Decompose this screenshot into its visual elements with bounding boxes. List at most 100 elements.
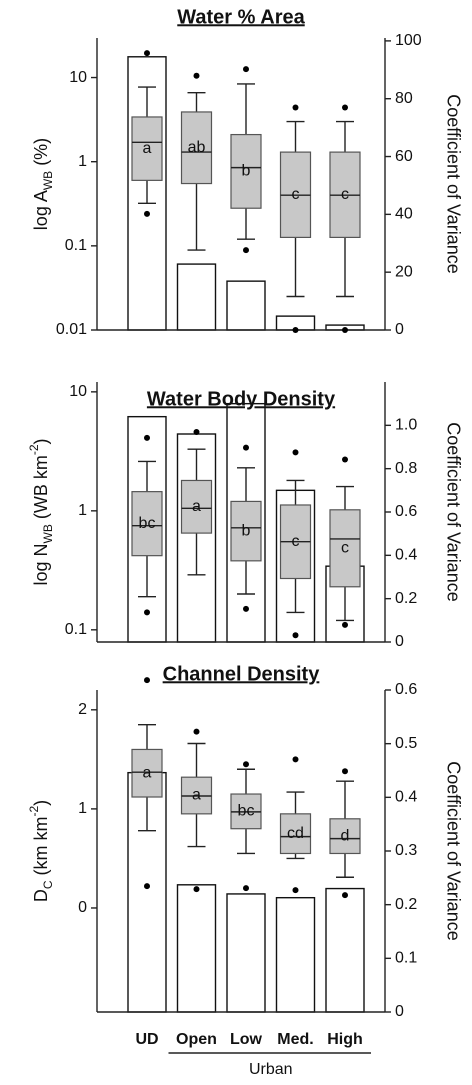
y2-tick-label: 0.4 (395, 547, 417, 564)
outlier (243, 605, 249, 612)
outlier (243, 247, 249, 254)
y2-axis-label: Coefficient of Variance (443, 94, 463, 273)
box-label: a (143, 764, 152, 781)
y-axis-label-part: (km km (31, 817, 51, 881)
box (329, 818, 361, 855)
y2-tick-label: 0.6 (395, 503, 417, 520)
outlier (292, 449, 299, 456)
outlier (144, 210, 150, 217)
y-axis-label: DC (km km-2) (27, 800, 55, 902)
box-label: a (192, 787, 201, 804)
y2-tick-label: 0.4 (395, 789, 417, 806)
outlier (144, 50, 150, 57)
y-axis-label-part: -2 (27, 444, 41, 455)
panel-title: Water % Area (177, 6, 305, 28)
y2-tick-label: 0 (395, 321, 404, 338)
y-axis-label-part: C (41, 880, 55, 889)
y2-tick-label: 20 (395, 263, 413, 280)
outlier (243, 885, 249, 892)
y-axis-label-part: (WB km (31, 455, 51, 524)
group-label: Urban (249, 1061, 293, 1078)
box-label: c (292, 533, 300, 550)
outlier (144, 677, 150, 684)
box-label: bc (139, 515, 156, 532)
y2-tick-label: 1.0 (395, 417, 417, 434)
y2-tick-label: 100 (395, 32, 422, 49)
outlier (342, 456, 348, 463)
y-tick-label: 1 (78, 502, 87, 519)
outlier (292, 104, 299, 111)
y2-tick-label: 40 (395, 206, 413, 223)
bar (176, 263, 217, 331)
y2-tick-label: 0.2 (395, 896, 417, 913)
y-axis-label-part: log A (31, 190, 51, 230)
y-axis-label-part: WB (41, 524, 55, 543)
box-label: b (242, 522, 251, 539)
y2-tick-label: 60 (395, 148, 413, 165)
box (180, 111, 213, 185)
outlier (243, 761, 249, 768)
box (230, 133, 262, 209)
box (230, 500, 262, 562)
bar (275, 896, 316, 1013)
outlier (193, 728, 200, 735)
y-tick-label: 10 (69, 383, 87, 400)
y-axis-label-part: -2 (27, 806, 41, 817)
y2-tick-label: 0 (395, 1003, 404, 1020)
y-tick-label: 0.1 (65, 621, 87, 638)
panel: 0 1 2 0 0.1 0.2 0.3 0.4 0.5 0.6 a a bc cd d Channel Den… (27, 663, 463, 1020)
y-axis-label-part: (%) (31, 138, 51, 171)
box (131, 116, 163, 181)
box-label: d (341, 827, 350, 844)
panel-title: Channel Density (163, 663, 321, 685)
y2-tick-label: 0.5 (395, 735, 417, 752)
outlier (342, 892, 348, 899)
box (180, 479, 213, 534)
y2-tick-label: 0.3 (395, 842, 417, 859)
box (131, 748, 163, 798)
y2-axis-label: Coefficient of Variance (443, 761, 463, 940)
y-axis-label-part: D (31, 889, 51, 902)
panel-title: Water Body Density (147, 388, 336, 410)
y-tick-label: 0.01 (56, 321, 87, 338)
bar (176, 884, 217, 1013)
y-tick-label: 2 (78, 701, 87, 718)
box-label: c (341, 540, 349, 557)
outlier (243, 444, 249, 451)
outlier (342, 327, 348, 333)
y-tick-label: 1 (78, 800, 87, 817)
outlier (144, 609, 150, 616)
x-tick-label: Med. (277, 1031, 313, 1048)
box-label: c (292, 186, 300, 203)
outlier (292, 756, 299, 763)
x-tick-label: Open (176, 1031, 217, 1048)
box (131, 491, 163, 557)
outlier (193, 428, 200, 435)
outlier (342, 768, 348, 775)
y2-tick-label: 0.6 (395, 681, 417, 698)
bar (226, 893, 266, 1013)
outlier (193, 886, 200, 893)
y-axis-label-part: ) (31, 438, 51, 444)
outlier (342, 104, 348, 111)
x-tick-label: UD (135, 1031, 158, 1048)
x-tick-label: Low (230, 1031, 263, 1048)
x-tick-label: High (327, 1031, 363, 1048)
y-tick-label: 10 (69, 69, 87, 86)
box-label: ab (188, 139, 206, 156)
y-axis-label-part: ) (31, 800, 51, 806)
y2-tick-label: 80 (395, 90, 413, 107)
y-tick-label: 1 (78, 153, 87, 170)
box-label: a (192, 498, 201, 515)
outlier (292, 632, 299, 639)
outlier (193, 72, 200, 79)
box-label: bc (238, 803, 255, 820)
bar (325, 887, 365, 1013)
outlier (292, 887, 299, 894)
y-axis-label-part: WB (41, 171, 55, 190)
box (329, 509, 361, 588)
y-axis-label-part: log N (31, 543, 51, 585)
outlier (292, 327, 299, 333)
